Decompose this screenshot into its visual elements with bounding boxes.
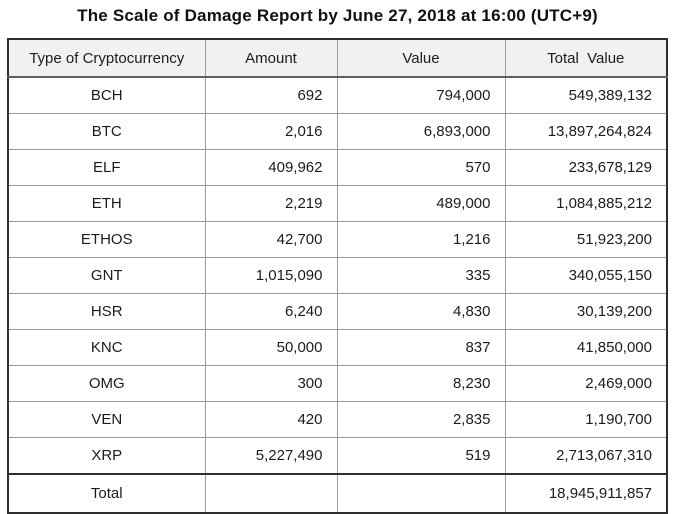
cell-total-value: 233,678,129 — [504, 149, 668, 186]
cell-amount: 5,227,490 — [204, 437, 338, 475]
table-row: VEN 420 2,835 1,190,700 — [7, 401, 668, 438]
cell-type: GNT — [7, 257, 206, 294]
cell-value: 489,000 — [336, 185, 506, 222]
column-header-total-value: Total Value — [504, 38, 668, 78]
table-row: BCH 692 794,000 549,389,132 — [7, 76, 668, 114]
cell-total-value: 13,897,264,824 — [504, 113, 668, 150]
cell-type: BTC — [7, 113, 206, 150]
cell-total-value: 340,055,150 — [504, 257, 668, 294]
cell-type: KNC — [7, 329, 206, 366]
cell-total-value: 549,389,132 — [504, 76, 668, 114]
table-row: ETHOS 42,700 1,216 51,923,200 — [7, 221, 668, 258]
cell-value: 794,000 — [336, 76, 506, 114]
cell-total-value: 1,190,700 — [504, 401, 668, 438]
table-row: GNT 1,015,090 335 340,055,150 — [7, 257, 668, 294]
cell-type: HSR — [7, 293, 206, 330]
cell-value: 4,830 — [336, 293, 506, 330]
cell-amount: 2,219 — [204, 185, 338, 222]
cell-amount: 409,962 — [204, 149, 338, 186]
cell-total-value: 30,139,200 — [504, 293, 668, 330]
cell-amount: 300 — [204, 365, 338, 402]
cell-type: VEN — [7, 401, 206, 438]
page-title: The Scale of Damage Report by June 27, 2… — [77, 6, 598, 25]
table-row: BTC 2,016 6,893,000 13,897,264,824 — [7, 113, 668, 150]
cell-amount: 6,240 — [204, 293, 338, 330]
cell-value: 519 — [336, 437, 506, 475]
cell-type: ELF — [7, 149, 206, 186]
cell-total-value: 1,084,885,212 — [504, 185, 668, 222]
table-header: Type of Cryptocurrency Amount Value Tota… — [7, 38, 668, 78]
table-footer: Total 18,945,911,857 — [7, 473, 668, 514]
total-value-empty — [336, 473, 506, 514]
cell-amount: 50,000 — [204, 329, 338, 366]
table-row: XRP 5,227,490 519 2,713,067,310 — [7, 437, 668, 475]
total-grand-value: 18,945,911,857 — [504, 473, 668, 514]
cell-amount: 420 — [204, 401, 338, 438]
cell-amount: 1,015,090 — [204, 257, 338, 294]
damage-report-table: Type of Cryptocurrency Amount Value Tota… — [7, 38, 668, 514]
total-label: Total — [7, 473, 206, 514]
cell-value: 570 — [336, 149, 506, 186]
cell-value: 8,230 — [336, 365, 506, 402]
total-row: Total 18,945,911,857 — [7, 473, 668, 514]
cell-type: OMG — [7, 365, 206, 402]
table-row: OMG 300 8,230 2,469,000 — [7, 365, 668, 402]
cell-total-value: 41,850,000 — [504, 329, 668, 366]
table-row: KNC 50,000 837 41,850,000 — [7, 329, 668, 366]
header-row: Type of Cryptocurrency Amount Value Tota… — [7, 38, 668, 78]
cell-type: ETH — [7, 185, 206, 222]
column-header-amount: Amount — [204, 38, 338, 78]
cell-amount: 42,700 — [204, 221, 338, 258]
cell-total-value: 51,923,200 — [504, 221, 668, 258]
cell-value: 335 — [336, 257, 506, 294]
total-amount-empty — [204, 473, 338, 514]
cell-value: 1,216 — [336, 221, 506, 258]
cell-amount: 692 — [204, 76, 338, 114]
cell-amount: 2,016 — [204, 113, 338, 150]
cell-total-value: 2,713,067,310 — [504, 437, 668, 475]
cell-type: BCH — [7, 76, 206, 114]
cell-type: ETHOS — [7, 221, 206, 258]
table-body: BCH 692 794,000 549,389,132 BTC 2,016 6,… — [7, 76, 668, 475]
cell-value: 6,893,000 — [336, 113, 506, 150]
cell-value: 837 — [336, 329, 506, 366]
column-header-type: Type of Cryptocurrency — [7, 38, 206, 78]
cell-type: XRP — [7, 437, 206, 475]
column-header-value: Value — [336, 38, 506, 78]
table-row: HSR 6,240 4,830 30,139,200 — [7, 293, 668, 330]
cell-total-value: 2,469,000 — [504, 365, 668, 402]
table-row: ELF 409,962 570 233,678,129 — [7, 149, 668, 186]
table-row: ETH 2,219 489,000 1,084,885,212 — [7, 185, 668, 222]
cell-value: 2,835 — [336, 401, 506, 438]
